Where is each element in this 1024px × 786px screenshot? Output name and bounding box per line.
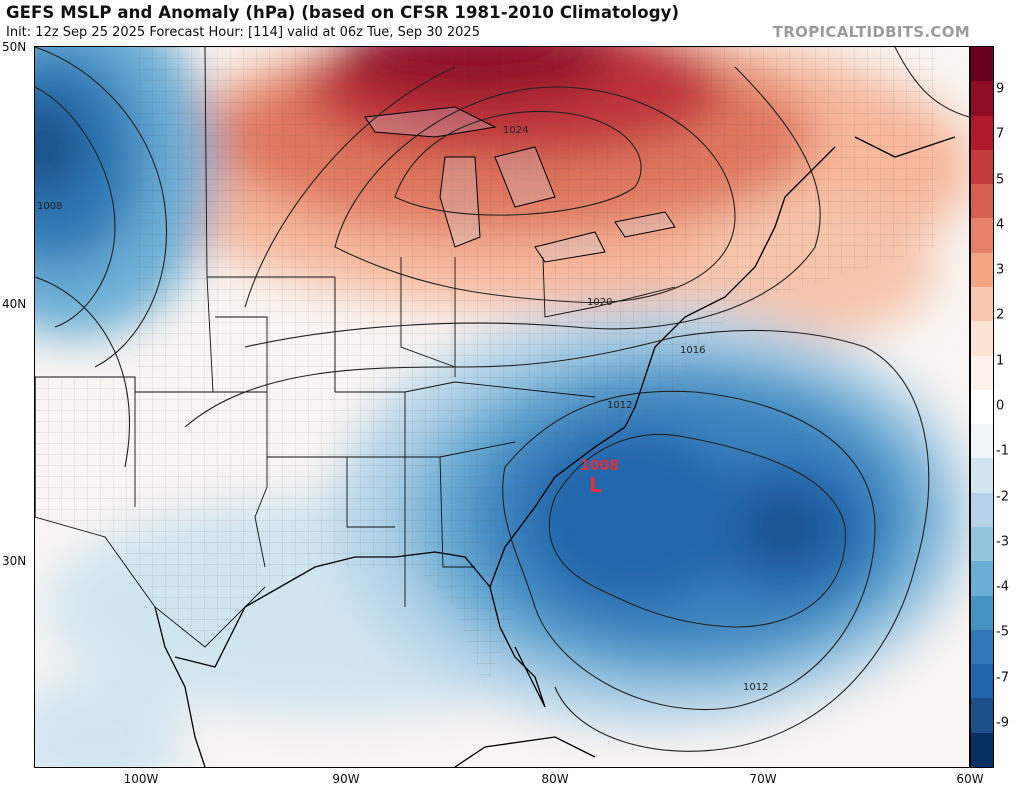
map-svg: 1024 1020 1016 1012 1012 1008 1008 L bbox=[35, 47, 969, 767]
lon-label-100w: 100W bbox=[123, 772, 159, 786]
colorbar-tick-label: -3 bbox=[996, 534, 1009, 550]
colorbar-tick-label: -5 bbox=[996, 624, 1009, 640]
colorbar-segment bbox=[971, 698, 993, 734]
colorbar-tick-label: 1 bbox=[996, 353, 1005, 369]
colorbar-segment bbox=[971, 527, 993, 562]
colorbar-segment bbox=[971, 629, 993, 665]
colorbar-segment bbox=[971, 355, 993, 391]
lon-label-90w: 90W bbox=[332, 772, 360, 786]
lon-label-60w: 60W bbox=[956, 772, 984, 786]
colorbar-tick-label: 9 bbox=[996, 81, 1005, 97]
colorbar-segment bbox=[971, 218, 993, 254]
contour-label-1020: 1020 bbox=[587, 297, 612, 308]
colorbar-tick-label: -9 bbox=[996, 715, 1009, 731]
colorbar-segment bbox=[971, 492, 993, 528]
colorbar-tick-label: 5 bbox=[996, 172, 1005, 188]
colorbar-segment bbox=[971, 184, 993, 219]
colorbar-segment bbox=[971, 561, 993, 597]
contour-label-1012-south: 1012 bbox=[743, 682, 768, 693]
colorbar-tick-label: -4 bbox=[996, 579, 1009, 595]
lat-label-30n: 30N bbox=[2, 554, 27, 568]
colorbar-segment bbox=[971, 252, 993, 288]
contour-label-1012-north: 1012 bbox=[607, 400, 632, 411]
brand-watermark: TROPICALTIDBITS.COM bbox=[772, 23, 970, 41]
colorbar-segment bbox=[971, 149, 993, 185]
colorbar-segment bbox=[971, 458, 993, 494]
coastlines bbox=[35, 136, 956, 767]
colorbar-segment bbox=[971, 595, 993, 631]
colorbar-segment bbox=[971, 732, 993, 768]
colorbar-tick-label: -1 bbox=[996, 443, 1009, 459]
colorbar-segment bbox=[971, 81, 993, 117]
colorbar-tick-label: 3 bbox=[996, 262, 1005, 278]
colorbar-tick-label: 7 bbox=[996, 126, 1005, 142]
anomaly-colorbar bbox=[970, 46, 994, 768]
colorbar-tick-label: -7 bbox=[996, 670, 1009, 686]
contour-label-1024: 1024 bbox=[503, 125, 528, 136]
contour-label-1008-west: 1008 bbox=[37, 201, 62, 212]
isobars bbox=[35, 47, 969, 752]
lon-label-80w: 80W bbox=[541, 772, 569, 786]
colorbar-segment bbox=[971, 115, 993, 151]
colorbar-segment bbox=[971, 47, 993, 82]
contour-label-1016: 1016 bbox=[680, 345, 705, 356]
low-pressure-value: 1008 bbox=[580, 458, 619, 474]
great-lakes bbox=[364, 106, 676, 263]
colorbar-tick-label: -2 bbox=[996, 489, 1009, 505]
colorbar-tick-label: 4 bbox=[996, 217, 1005, 233]
lat-label-50n: 50N bbox=[2, 40, 27, 54]
low-pressure-marker: L bbox=[589, 473, 602, 497]
chart-subtitle: Init: 12z Sep 25 2025 Forecast Hour: [11… bbox=[6, 25, 480, 40]
colorbar-segment bbox=[971, 321, 993, 357]
lon-label-70w: 70W bbox=[749, 772, 777, 786]
map-panel: 1024 1020 1016 1012 1012 1008 1008 L bbox=[34, 46, 970, 768]
colorbar-segment bbox=[971, 664, 993, 699]
chart-title: GEFS MSLP and Anomaly (hPa) (based on CF… bbox=[6, 3, 680, 22]
colorbar-segment bbox=[971, 389, 993, 425]
colorbar-segment bbox=[971, 424, 993, 459]
colorbar-segment bbox=[971, 287, 993, 322]
colorbar-tick-label: 2 bbox=[996, 307, 1005, 323]
colorbar-tick-label: 0 bbox=[996, 398, 1005, 414]
lat-label-40n: 40N bbox=[2, 297, 27, 311]
